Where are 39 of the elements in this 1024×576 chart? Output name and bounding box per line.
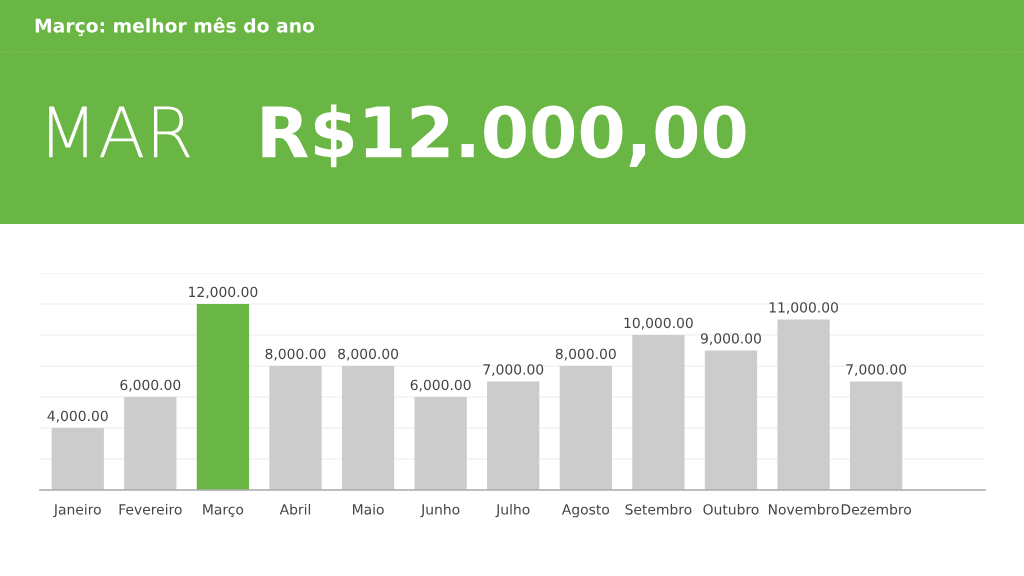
text: R$12.000,00 xyxy=(262,104,746,168)
data-label: 9,000.00 xyxy=(700,333,761,346)
bar xyxy=(632,335,685,490)
x-tick-label: Junho xyxy=(420,503,460,518)
bar xyxy=(51,428,104,490)
x-tick-label: Janeiro xyxy=(53,503,101,518)
bar xyxy=(704,350,758,490)
text: MAR xyxy=(49,106,190,158)
bar xyxy=(341,366,395,490)
x-tick-label: Março xyxy=(203,504,244,518)
bar xyxy=(269,366,322,490)
bar xyxy=(124,397,177,490)
x-tick-label: Abril xyxy=(279,503,311,515)
data-label: 6,000.00 xyxy=(410,379,471,392)
data-label: 11,000.00 xyxy=(769,302,838,315)
data-label: 8,000.00 xyxy=(265,348,326,361)
x-tick-label: Dezembro xyxy=(841,503,912,515)
data-label: 10,000.00 xyxy=(624,317,693,330)
bar xyxy=(850,381,903,490)
chart-title: Março: melhor mês do ano xyxy=(35,17,315,37)
data-label: 12,000.00 xyxy=(189,286,258,299)
bar xyxy=(559,366,612,490)
x-tick-label: Maio xyxy=(353,503,384,515)
x-tick-label: Julho xyxy=(495,503,530,518)
data-label: 8,000.00 xyxy=(555,348,616,361)
data-label: 8,000.00 xyxy=(338,348,399,361)
bar xyxy=(414,397,467,490)
x-tick-label: Novembro xyxy=(768,503,839,515)
x-tick-label: Fevereiro xyxy=(119,503,182,515)
data-label: 6,000.00 xyxy=(120,379,181,392)
x-tick-label: Agosto xyxy=(561,504,610,518)
bar xyxy=(487,381,540,490)
x-tick-label: Outubro xyxy=(703,503,759,515)
bar xyxy=(777,319,830,490)
data-label: 7,000.00 xyxy=(483,364,544,377)
bar xyxy=(196,304,250,490)
x-tick-label: Setembro xyxy=(625,503,692,515)
data-label: 4,000.00 xyxy=(47,410,108,423)
data-label: 7,000.00 xyxy=(846,364,907,377)
